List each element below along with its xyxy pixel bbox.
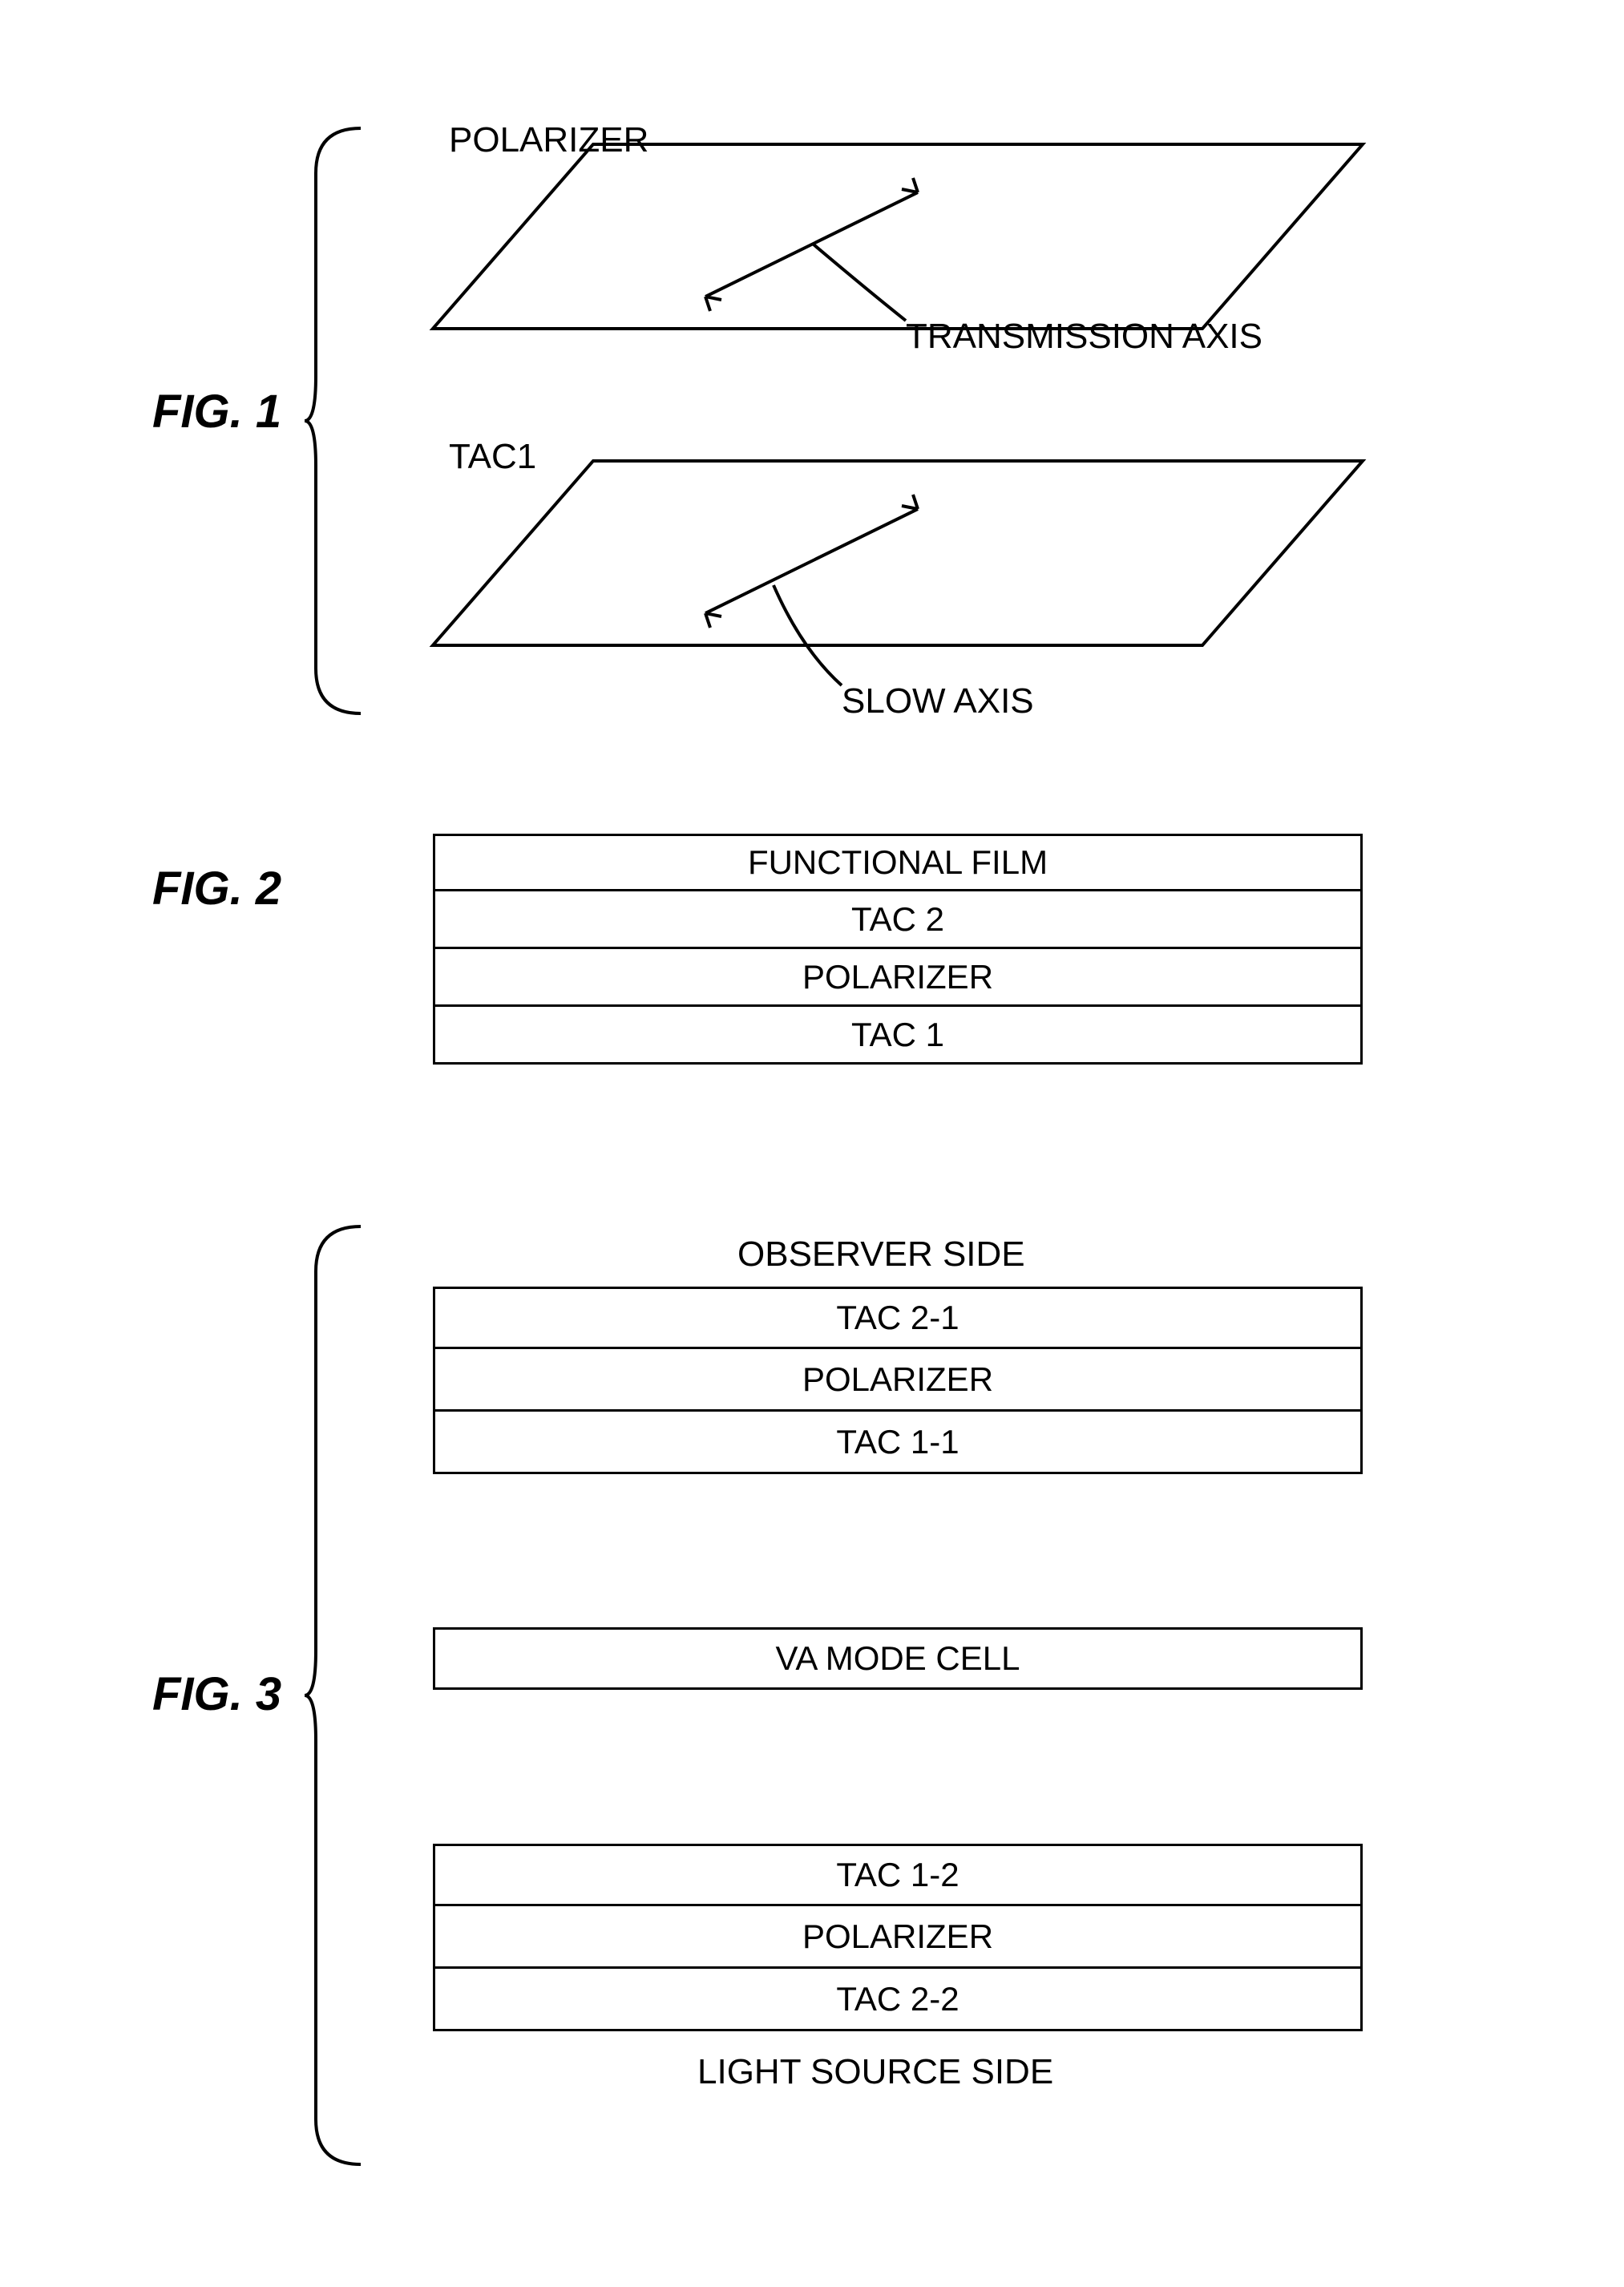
fig3-top-layer-row: TAC 1-1 (433, 1412, 1363, 1474)
fig2-layer-row: TAC 1 (433, 1007, 1363, 1065)
fig2-layer-row: TAC 2 (433, 891, 1363, 949)
fig3-stack-top: TAC 2-1POLARIZERTAC 1-1 (433, 1287, 1363, 1474)
fig3-bot-layer-row: TAC 1-2 (433, 1844, 1363, 1906)
fig3-light-source-side-label: LIGHT SOURCE SIDE (697, 2052, 1053, 2092)
fig3-stack-mid: VA MODE CELL (433, 1627, 1363, 1690)
fig1-label: FIG. 1 (152, 385, 281, 438)
fig3-bot-layer-row: TAC 2-2 (433, 1969, 1363, 2031)
fig2-layer-row: POLARIZER (433, 949, 1363, 1007)
fig1-bottom-plane (433, 461, 1563, 846)
fig1-transmission-axis-label: TRANSMISSION AXIS (906, 317, 1262, 357)
fig1-slow-axis-label: SLOW AXIS (842, 681, 1034, 721)
fig3-mid-layer-row: VA MODE CELL (433, 1627, 1363, 1690)
fig2-label: FIG. 2 (152, 862, 281, 915)
fig3-label: FIG. 3 (152, 1667, 281, 1721)
fig2-layer-row: FUNCTIONAL FILM (433, 834, 1363, 891)
fig3-stack-bot: TAC 1-2POLARIZERTAC 2-2 (433, 1844, 1363, 2031)
fig3-observer-side-label: OBSERVER SIDE (737, 1234, 1025, 1275)
fig3-top-layer-row: POLARIZER (433, 1349, 1363, 1412)
fig1-brace (305, 128, 369, 721)
fig3-brace (305, 1226, 369, 2172)
fig3-top-layer-row: TAC 2-1 (433, 1287, 1363, 1349)
fig2-stack: FUNCTIONAL FILMTAC 2POLARIZERTAC 1 (433, 834, 1363, 1065)
fig3-bot-layer-row: POLARIZER (433, 1906, 1363, 1969)
